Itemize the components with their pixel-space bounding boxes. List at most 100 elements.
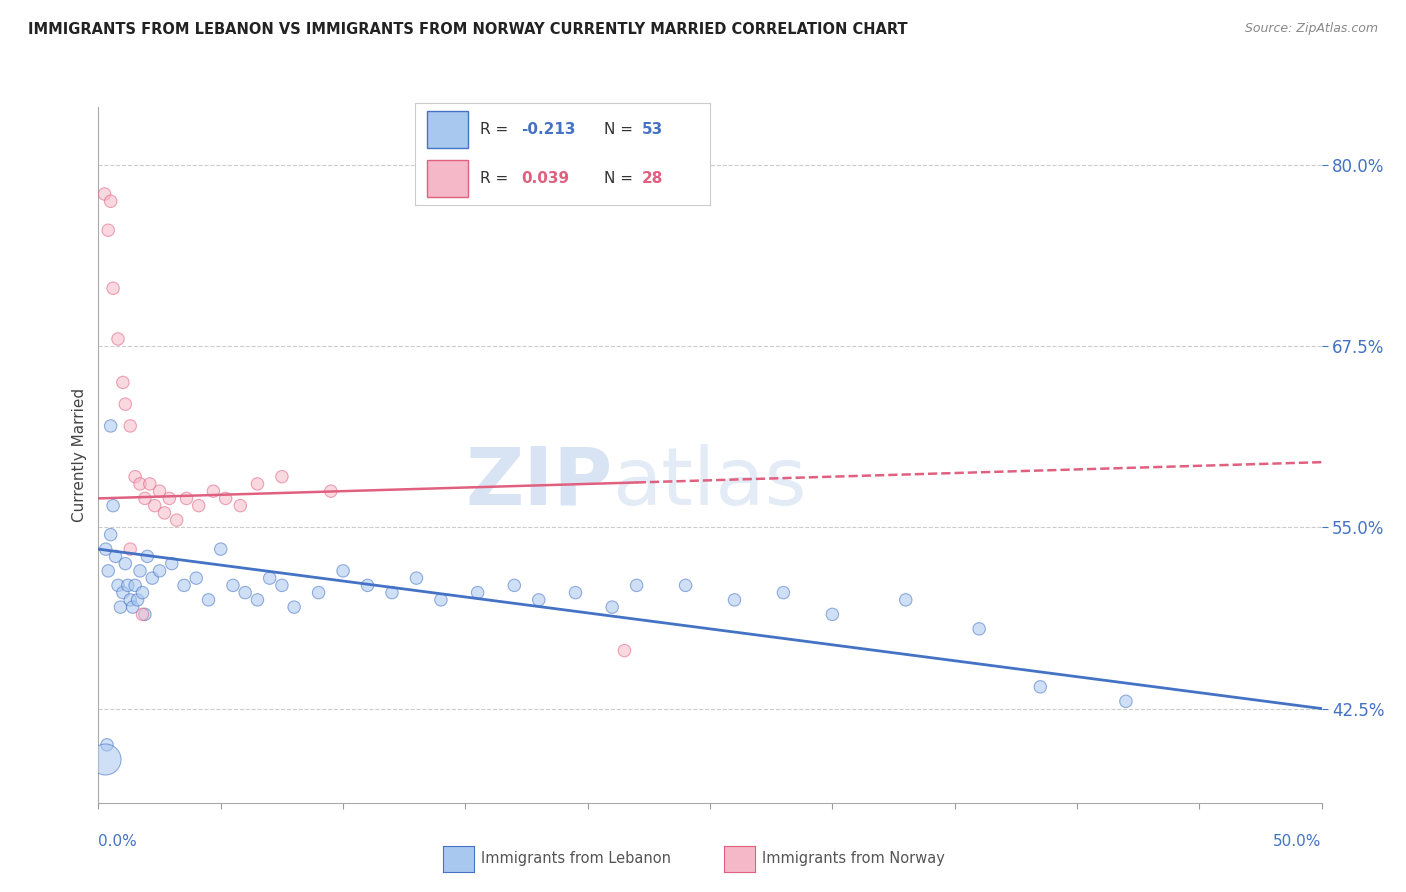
Text: atlas: atlas — [612, 443, 807, 522]
Point — [94, 542, 117, 557]
Point — [626, 578, 648, 592]
Point — [143, 499, 166, 513]
Text: R =: R = — [479, 121, 513, 136]
Point — [1115, 694, 1137, 708]
Point — [405, 571, 427, 585]
Point — [1029, 680, 1052, 694]
Point — [723, 592, 745, 607]
Point — [527, 592, 550, 607]
Text: 0.039: 0.039 — [522, 171, 569, 186]
Point — [111, 585, 134, 599]
Text: Immigrants from Norway: Immigrants from Norway — [762, 852, 945, 866]
Point — [94, 752, 117, 766]
Point — [129, 564, 152, 578]
Point — [214, 491, 236, 506]
Point — [107, 578, 129, 592]
Point — [600, 600, 623, 615]
Point — [111, 376, 134, 390]
Point — [229, 499, 252, 513]
Point — [675, 578, 697, 592]
Text: 28: 28 — [643, 171, 664, 186]
Point — [186, 571, 208, 585]
Point — [259, 571, 281, 585]
Point — [149, 484, 172, 499]
Point — [117, 578, 139, 592]
Point — [270, 469, 294, 483]
Point — [149, 564, 172, 578]
Text: IMMIGRANTS FROM LEBANON VS IMMIGRANTS FROM NORWAY CURRENTLY MARRIED CORRELATION : IMMIGRANTS FROM LEBANON VS IMMIGRANTS FR… — [28, 22, 908, 37]
Point — [104, 549, 127, 564]
Point — [131, 607, 153, 622]
Point — [222, 578, 245, 592]
Text: R =: R = — [479, 171, 513, 186]
Text: N =: N = — [603, 171, 637, 186]
Point — [120, 592, 142, 607]
Text: 50.0%: 50.0% — [1274, 834, 1322, 849]
Point — [967, 622, 990, 636]
Point — [332, 564, 354, 578]
Point — [157, 491, 180, 506]
Point — [166, 513, 188, 527]
Point — [160, 557, 183, 571]
Text: Source: ZipAtlas.com: Source: ZipAtlas.com — [1244, 22, 1378, 36]
Point — [283, 600, 305, 615]
FancyBboxPatch shape — [426, 160, 468, 197]
Point — [209, 542, 232, 557]
Point — [270, 578, 294, 592]
Point — [139, 476, 162, 491]
Point — [114, 557, 136, 571]
Point — [114, 397, 136, 411]
Point — [131, 585, 153, 599]
Point — [176, 491, 198, 506]
Point — [173, 578, 195, 592]
Point — [100, 419, 122, 434]
Point — [120, 542, 142, 557]
FancyBboxPatch shape — [426, 111, 468, 148]
Point — [772, 585, 794, 599]
Point — [100, 194, 122, 209]
Point — [197, 592, 219, 607]
Point — [107, 332, 129, 346]
Y-axis label: Currently Married: Currently Married — [72, 388, 87, 522]
Point — [134, 607, 156, 622]
Point — [97, 223, 120, 237]
Point — [202, 484, 225, 499]
Point — [187, 499, 209, 513]
Point — [134, 491, 156, 506]
Point — [564, 585, 586, 599]
Point — [101, 281, 124, 295]
Text: -0.213: -0.213 — [522, 121, 575, 136]
Text: 0.0%: 0.0% — [98, 834, 138, 849]
Point — [308, 585, 330, 599]
Point — [381, 585, 404, 599]
Point — [356, 578, 378, 592]
Point — [129, 476, 152, 491]
Text: Immigrants from Lebanon: Immigrants from Lebanon — [481, 852, 671, 866]
Point — [467, 585, 489, 599]
Point — [110, 600, 132, 615]
Point — [141, 571, 163, 585]
Point — [100, 527, 122, 541]
Point — [93, 187, 115, 202]
Point — [246, 592, 269, 607]
Text: 53: 53 — [643, 121, 664, 136]
Point — [233, 585, 256, 599]
Text: N =: N = — [603, 121, 637, 136]
Point — [97, 564, 120, 578]
Point — [613, 643, 636, 657]
Point — [153, 506, 176, 520]
Point — [430, 592, 453, 607]
Point — [124, 469, 146, 483]
Point — [246, 476, 269, 491]
Point — [894, 592, 917, 607]
Point — [124, 578, 146, 592]
Point — [127, 592, 149, 607]
Text: ZIP: ZIP — [465, 443, 612, 522]
Point — [121, 600, 143, 615]
Point — [136, 549, 159, 564]
Point — [96, 738, 118, 752]
Point — [821, 607, 844, 622]
Point — [101, 499, 124, 513]
Point — [503, 578, 526, 592]
Point — [120, 419, 142, 434]
